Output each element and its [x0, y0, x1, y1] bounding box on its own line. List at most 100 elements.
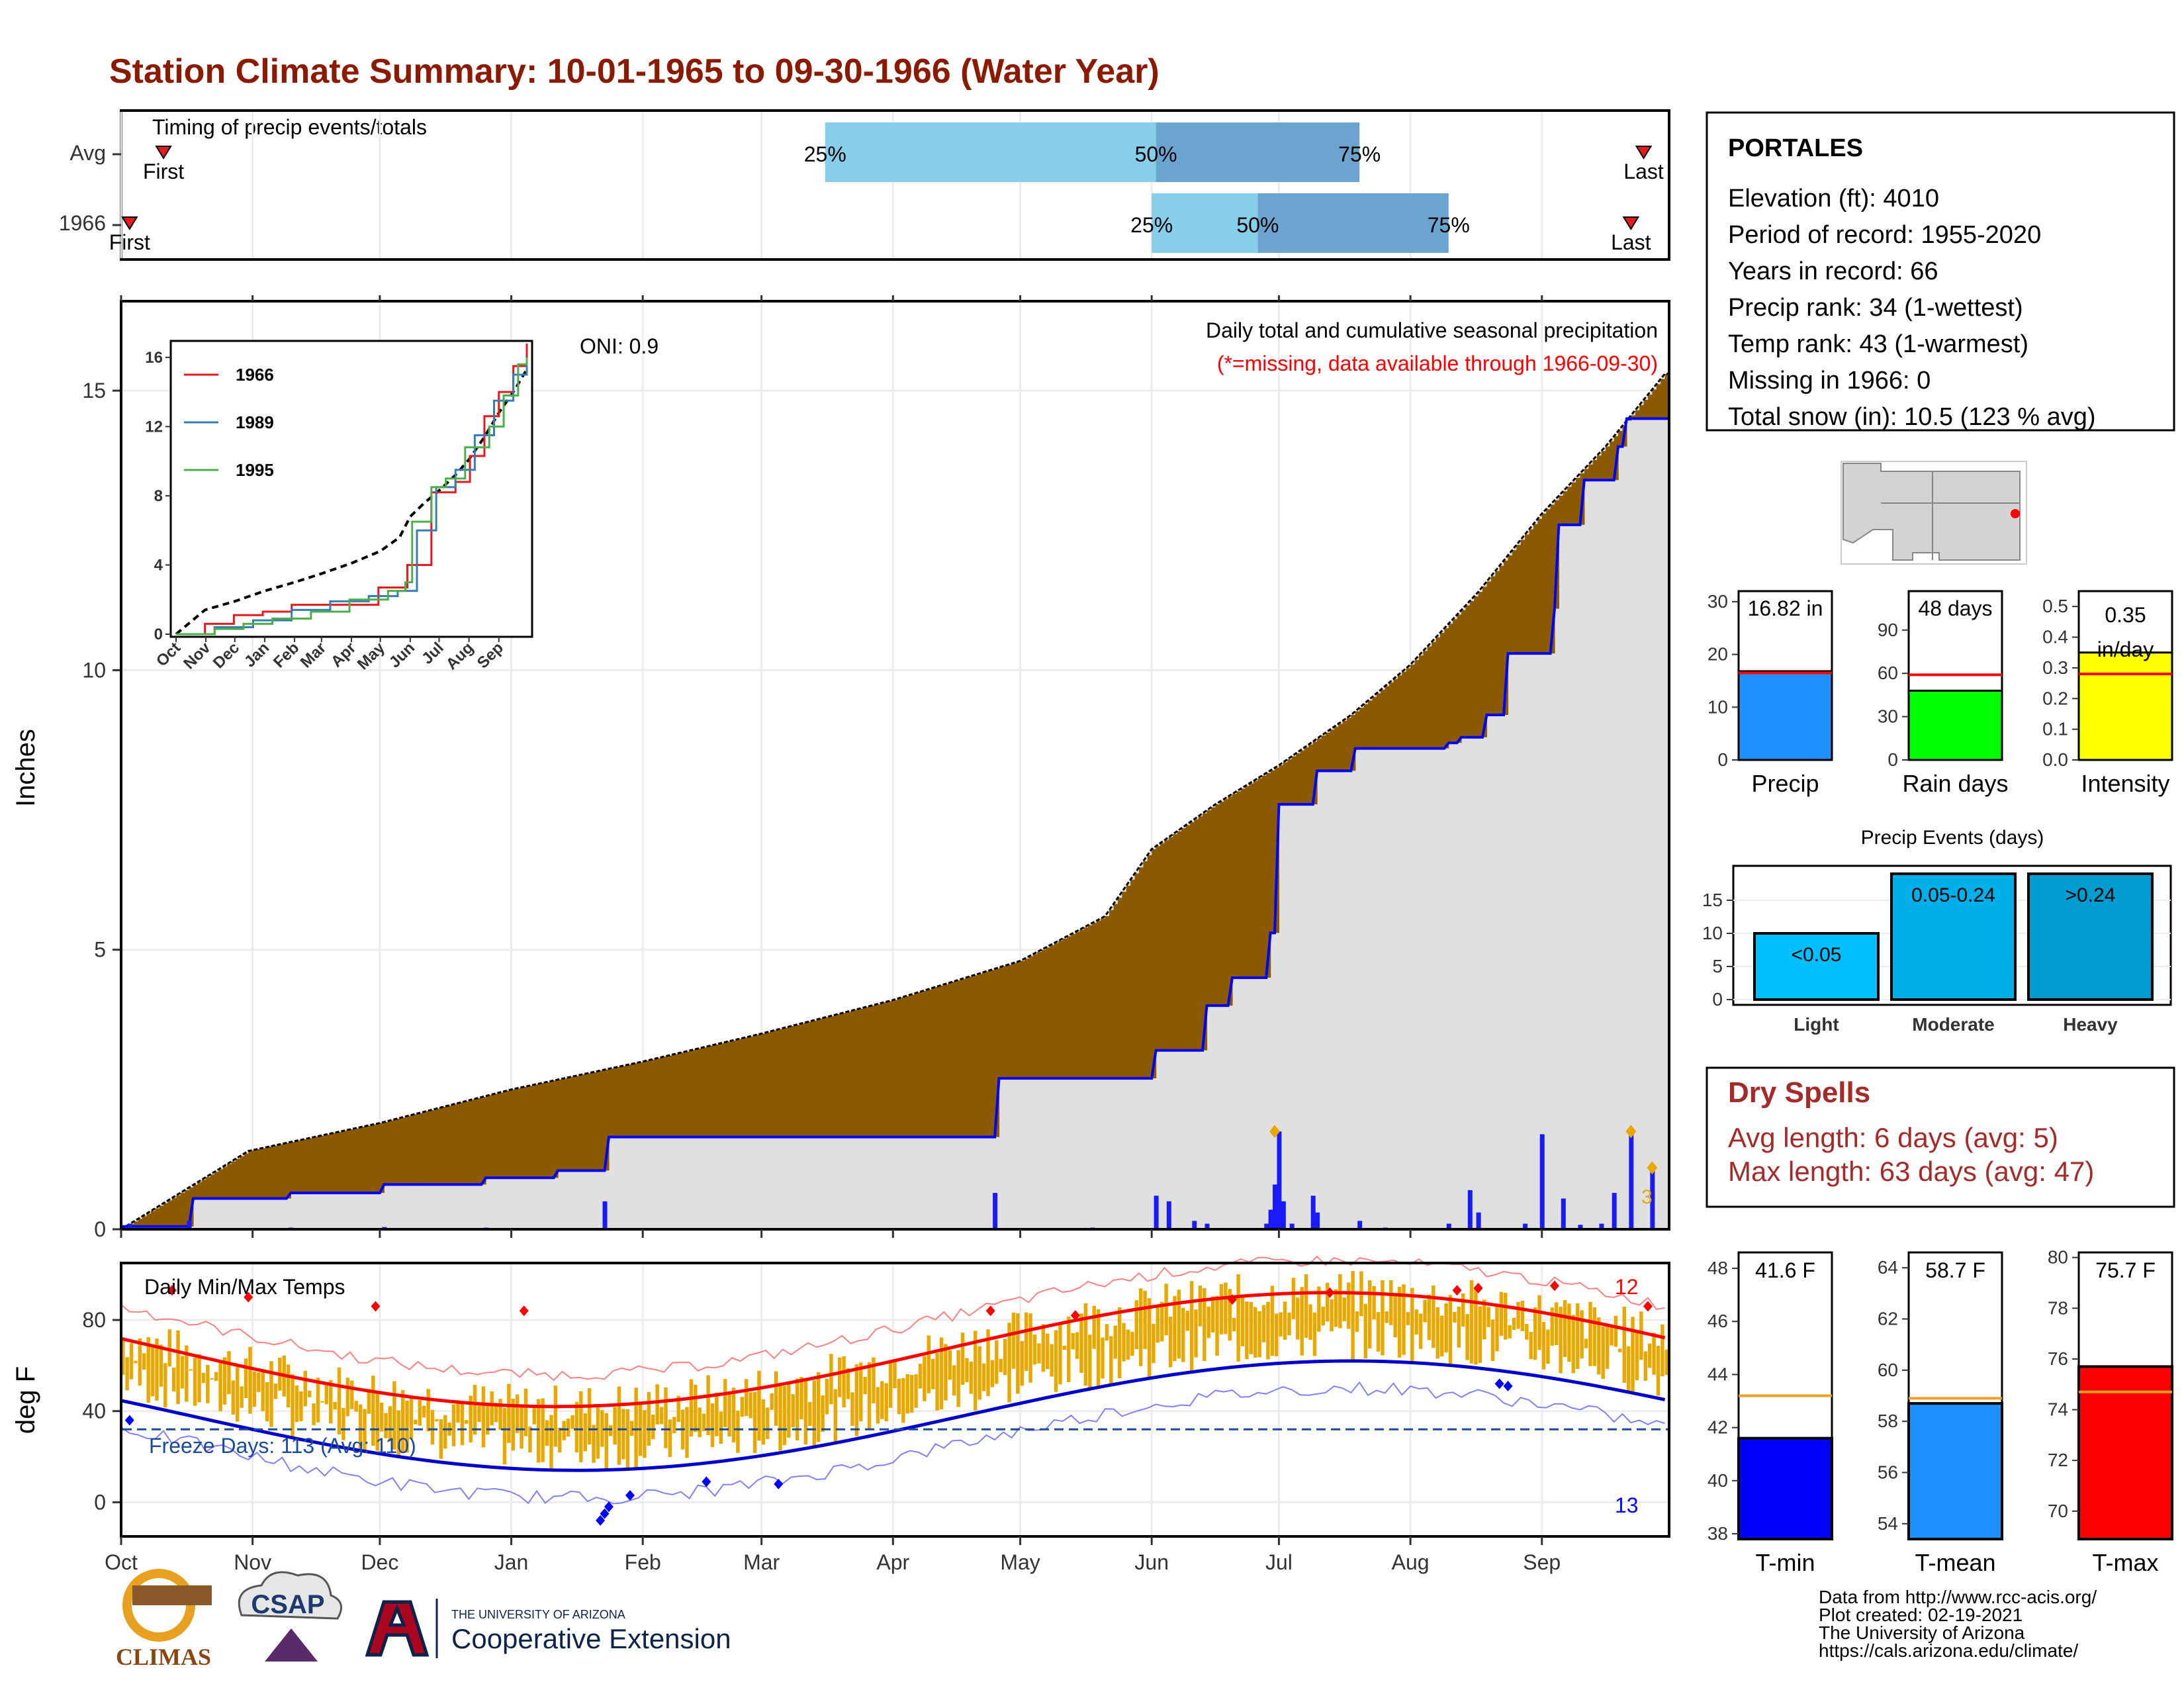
- departure-slice: [1368, 700, 1373, 749]
- csap-logo-text: CSAP: [251, 1590, 324, 1619]
- ua-logo: THE UNIVERSITY OF ARIZONA Cooperative Ex…: [365, 1599, 731, 1658]
- departure-slice: [621, 1066, 627, 1137]
- departure-slice: [1541, 513, 1547, 654]
- daily-precip-bar: [187, 1221, 192, 1229]
- timing-avg-p50-label: 50%: [1135, 142, 1177, 166]
- daily-temp-range-bar: [854, 1364, 859, 1436]
- daily-temp-range-bar: [121, 1338, 125, 1376]
- departure-slice: [974, 975, 979, 1137]
- record-high-marker: [1070, 1310, 1080, 1321]
- daily-temp-range-bar: [1232, 1317, 1236, 1332]
- departure-slice: [273, 1145, 279, 1199]
- summary-label: Intensity: [2081, 770, 2169, 797]
- timing-avg-p75-label: 75%: [1338, 142, 1381, 166]
- departure-slice: [1312, 741, 1318, 805]
- departure-slice: [443, 1107, 449, 1185]
- daily-temp-range-bar: [1474, 1287, 1478, 1365]
- departure-slice: [1342, 720, 1347, 771]
- departure-slice: [905, 996, 911, 1137]
- daily-temp-range-bar: [358, 1404, 363, 1449]
- daily-temp-range-bar: [1529, 1332, 1533, 1359]
- normal-max-line: [120, 1291, 1666, 1409]
- daily-temp-range-bar: [570, 1415, 574, 1429]
- departure-slice: [400, 1117, 406, 1185]
- daily-temp-range-bar: [1156, 1305, 1160, 1343]
- daily-temp-range-bar: [1101, 1337, 1105, 1379]
- departure-slice: [752, 1035, 758, 1137]
- daily-temp-range-bar: [1300, 1287, 1304, 1356]
- departure-slice: [1185, 825, 1191, 1051]
- inset-ytick-label: 8: [154, 487, 163, 505]
- daily-temp-range-bar: [927, 1335, 931, 1393]
- departure-slice: [1291, 756, 1297, 805]
- departure-slice: [1435, 637, 1441, 749]
- daily-temp-range-bar: [1643, 1351, 1647, 1381]
- temp-ytick-label: 80: [2048, 1247, 2068, 1268]
- departure-slice: [1355, 711, 1360, 749]
- departure-slice: [1351, 714, 1356, 771]
- daily-temp-range-bar: [257, 1372, 261, 1393]
- departure-slice: [566, 1078, 571, 1171]
- daily-temp-range-bar: [787, 1383, 791, 1438]
- departure-slice: [812, 1020, 817, 1137]
- timing-panel: Timing of precip events/totals Avg 1966 …: [59, 109, 1670, 261]
- daily-temp-range-bar: [354, 1401, 358, 1412]
- daily-temp-range-bar: [1465, 1313, 1469, 1360]
- daily-temp-range-bar: [316, 1378, 320, 1423]
- daily-temp-range-bar: [647, 1392, 651, 1446]
- record-high-marker: [985, 1305, 995, 1317]
- departure-slice: [1499, 565, 1504, 715]
- departure-slice: [1504, 560, 1509, 715]
- departure-slice: [1020, 961, 1025, 1078]
- timing-year-box-lower: [1152, 193, 1258, 253]
- daily-temp-range-bar: [689, 1379, 694, 1437]
- daily-temp-range-bar: [664, 1387, 668, 1448]
- departure-slice: [414, 1114, 419, 1185]
- departure-slice: [1058, 941, 1064, 1078]
- departure-slice: [1147, 855, 1152, 1078]
- daily-temp-range-bar: [197, 1354, 201, 1403]
- departure-slice: [846, 1011, 851, 1137]
- daily-temp-range-bar: [1096, 1309, 1101, 1387]
- daily-temp-range-bar: [613, 1407, 617, 1445]
- daily-temp-range-bar: [1363, 1303, 1368, 1359]
- summary-value: 16.82 in: [1748, 596, 1823, 620]
- daily-temp-range-bar: [167, 1329, 171, 1367]
- departure-slice: [435, 1109, 440, 1185]
- departure-slice: [1041, 949, 1046, 1078]
- daily-temp-range-bar: [1041, 1324, 1046, 1372]
- departure-slice: [379, 1123, 385, 1194]
- departure-slice: [388, 1121, 393, 1185]
- daily-temp-range-bar: [1071, 1333, 1075, 1350]
- month-label: May: [1000, 1550, 1040, 1574]
- departure-slice: [1567, 487, 1572, 525]
- departure-slice: [1338, 724, 1343, 771]
- daily-temp-range-bar: [201, 1373, 206, 1383]
- daily-temp-range-bar: [1652, 1333, 1656, 1375]
- daily-precip-bar: [1277, 1131, 1282, 1229]
- daily-temp-range-bar: [1134, 1300, 1139, 1350]
- record-low-marker: [702, 1476, 711, 1487]
- daily-temp-range-bar: [1203, 1288, 1206, 1362]
- daily-temp-range-bar: [312, 1403, 316, 1426]
- daily-temp-range-bar: [752, 1391, 757, 1454]
- daily-temp-range-bar: [1601, 1326, 1605, 1380]
- inset-ytick-label: 0: [154, 626, 163, 643]
- departure-slice: [1138, 867, 1144, 1078]
- daily-temp-range-bar: [1453, 1312, 1457, 1323]
- daily-temp-range-bar: [974, 1331, 978, 1411]
- daily-temp-range-bar: [396, 1410, 400, 1456]
- daily-temp-range-bar: [1296, 1297, 1300, 1340]
- chart-title: Station Climate Summary: 10-01-1965 to 0…: [109, 52, 1160, 91]
- daily-temp-range-bar: [134, 1360, 138, 1364]
- departure-slice: [486, 1096, 491, 1178]
- daily-temp-range-bar: [719, 1411, 723, 1444]
- departure-slice: [1007, 964, 1013, 1078]
- daily-precip-bar: [1650, 1168, 1655, 1229]
- daily-temp-range-bar: [1275, 1313, 1279, 1356]
- departure-slice: [694, 1049, 699, 1137]
- daily-temp-range-bar: [473, 1385, 477, 1435]
- departure-slice: [1011, 963, 1017, 1078]
- timing-year-last-marker: [1622, 216, 1640, 230]
